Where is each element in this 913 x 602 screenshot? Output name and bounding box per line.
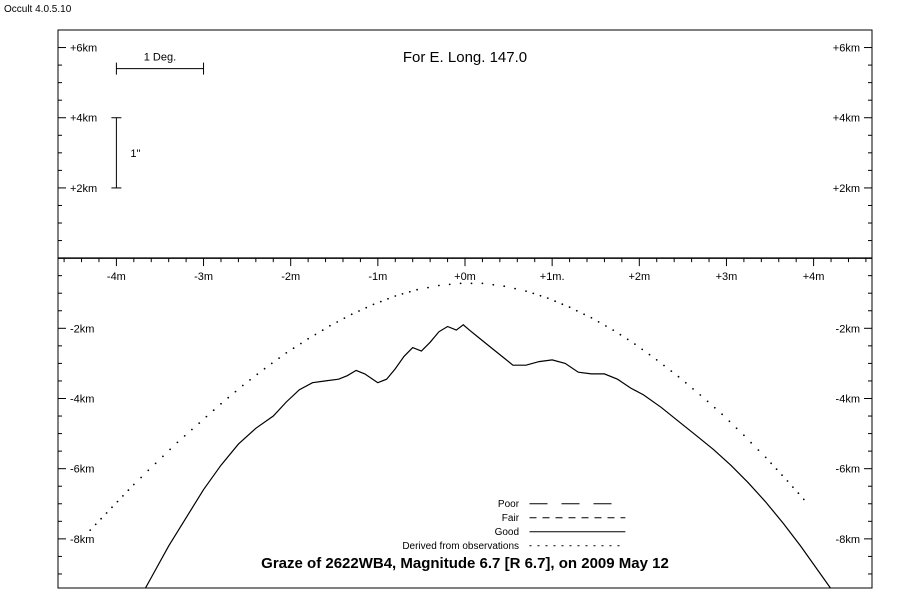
y-tick-label-left: +6km — [70, 43, 97, 55]
chart-title-top: For E. Long. 147.0 — [403, 49, 527, 66]
legend-label: Fair — [502, 513, 520, 524]
y-tick-label-right: +6km — [833, 43, 860, 55]
y-tick-label-right: +4km — [833, 113, 860, 125]
degree-scale-label: 1 Deg. — [144, 52, 176, 64]
x-tick-label: +2m — [628, 271, 650, 283]
x-tick-label: -1m — [368, 271, 387, 283]
x-tick-label: -2m — [281, 271, 300, 283]
x-tick-label: +0m — [454, 271, 476, 283]
y-tick-label-left: -8km — [70, 534, 94, 546]
arcsec-scale-label: 1" — [130, 148, 140, 160]
y-tick-label-left: -6km — [70, 464, 94, 476]
y-tick-label-right: -4km — [836, 393, 860, 405]
legend-label: Poor — [498, 499, 520, 510]
chart-title-bottom: Graze of 2622WB4, Magnitude 6.7 [R 6.7],… — [261, 555, 669, 572]
x-tick-label: -3m — [194, 271, 213, 283]
legend-label: Good — [495, 527, 519, 538]
x-tick-label: +1m. — [540, 271, 565, 283]
y-tick-label-left: -2km — [70, 323, 94, 335]
y-tick-label-right: -2km — [836, 323, 860, 335]
plot-border — [58, 30, 872, 588]
y-tick-label-right: +2km — [833, 183, 860, 195]
x-tick-label: -4m — [107, 271, 126, 283]
legend-label: Derived from observations — [402, 541, 519, 552]
y-tick-label-left: +4km — [70, 113, 97, 125]
series-derived — [89, 283, 804, 531]
graze-chart: -4m -3m -2m -1m +0m +1m. +2m +3m +4m +6km +4km +2km… — [0, 0, 913, 602]
x-tick-label: +4m — [803, 271, 825, 283]
y-tick-label-left: +2km — [70, 183, 97, 195]
x-tick-label: +3m — [716, 271, 738, 283]
y-tick-label-right: -6km — [836, 464, 860, 476]
y-tick-label-left: -4km — [70, 393, 94, 405]
y-tick-label-right: -8km — [836, 534, 860, 546]
